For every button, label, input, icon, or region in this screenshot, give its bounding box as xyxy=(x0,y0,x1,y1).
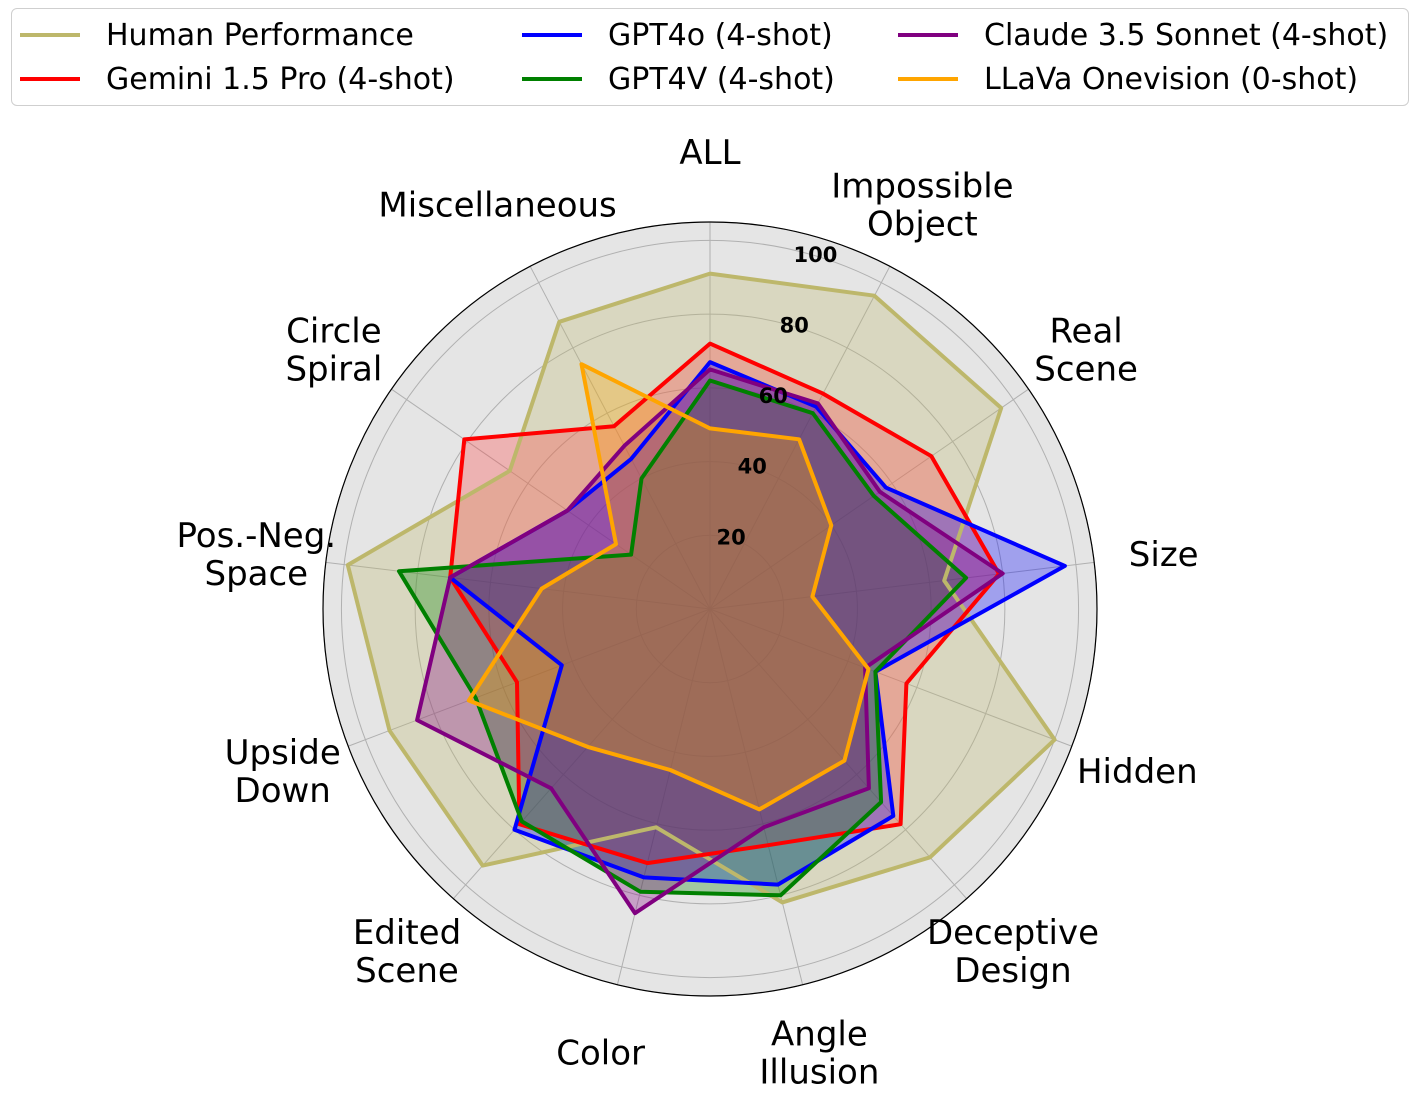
legend-swatch xyxy=(522,77,582,81)
axis-label: Edited Scene xyxy=(353,913,461,991)
legend-label: LLaVa Onevision (0-shot) xyxy=(984,61,1359,97)
legend-item-gpt4o: GPT4o (4-shot) xyxy=(522,15,833,55)
axis-label: ALL xyxy=(679,133,740,173)
legend-label: Human Performance xyxy=(106,17,414,53)
grid-spoke xyxy=(709,608,1073,747)
grid-spoke xyxy=(709,608,968,900)
axis-label: Circle Spiral xyxy=(285,311,382,389)
legend-label: GPT4o (4-shot) xyxy=(608,17,833,53)
legend-item-claude: Claude 3.5 Sonnet (4-shot) xyxy=(898,15,1388,55)
legend-swatch xyxy=(20,33,80,37)
legend: Human Performance Gemini 1.5 Pro (4-shot… xyxy=(11,8,1409,106)
axis-label: Upside Down xyxy=(225,733,341,811)
axis-label: Real Scene xyxy=(1034,311,1138,389)
r-tick-label: 100 xyxy=(793,243,837,267)
legend-swatch xyxy=(898,77,958,81)
legend-label: Gemini 1.5 Pro (4-shot) xyxy=(106,61,455,97)
axis-label: Hidden xyxy=(1077,752,1198,792)
axis-label: Size xyxy=(1129,535,1199,575)
r-tick-label: 20 xyxy=(716,525,745,549)
series-line-4 xyxy=(415,367,1005,916)
legend-item-human-performance: Human Performance xyxy=(20,15,414,55)
grid-spoke xyxy=(391,388,711,610)
axis-label: Impossible Object xyxy=(831,166,1013,244)
legend-swatch xyxy=(898,33,958,37)
grid-spoke xyxy=(709,608,804,985)
series-line-1 xyxy=(448,341,1001,866)
axis-label: Deceptive Design xyxy=(927,913,1099,991)
grid-spoke xyxy=(709,388,1029,610)
axis-label: Color xyxy=(556,1034,645,1074)
legend-item-llava: LLaVa Onevision (0-shot) xyxy=(898,59,1358,99)
grid-spoke xyxy=(325,561,711,610)
r-tick-label: 80 xyxy=(780,314,809,338)
legend-item-gemini: Gemini 1.5 Pro (4-shot) xyxy=(20,59,455,99)
series-area-4 xyxy=(417,369,1003,914)
legend-swatch xyxy=(20,77,80,81)
legend-swatch xyxy=(522,33,582,37)
legend-item-gpt4v: GPT4V (4-shot) xyxy=(522,59,835,99)
series-line-0 xyxy=(345,271,1057,905)
series-area-1 xyxy=(450,343,999,864)
axis-label: Miscellaneous xyxy=(378,185,616,225)
grid-spoke xyxy=(452,608,711,900)
legend-label: GPT4V (4-shot) xyxy=(608,61,835,97)
grid-spoke xyxy=(616,608,711,985)
axis-label: Angle Illusion xyxy=(759,1015,879,1093)
series-area-2 xyxy=(450,362,1065,885)
series-line-5 xyxy=(466,362,871,812)
series-area-5 xyxy=(468,364,869,810)
legend-label: Claude 3.5 Sonnet (4-shot) xyxy=(984,17,1389,53)
grid-spoke xyxy=(709,561,1095,610)
r-tick-label: 40 xyxy=(738,455,767,479)
plot-frame xyxy=(322,221,1098,997)
axis-label: Pos.-Neg. Space xyxy=(176,516,336,594)
r-tick-label: 60 xyxy=(759,384,788,408)
grid-spoke xyxy=(347,608,711,747)
